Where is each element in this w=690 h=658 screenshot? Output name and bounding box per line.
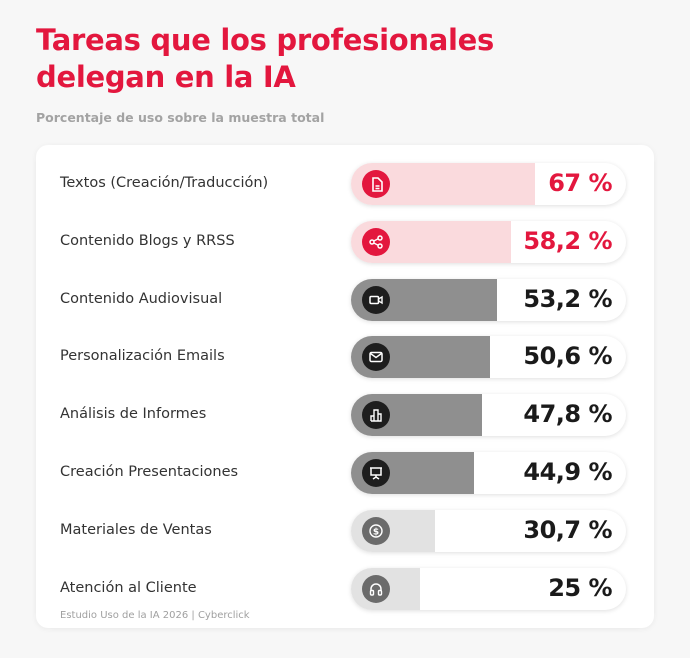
- bar-track: 67 %: [351, 163, 626, 205]
- svg-text:$: $: [373, 527, 379, 537]
- bar-track: 58,2 %: [351, 220, 626, 263]
- bar-row: Textos (Creación/Traducción) 67 %: [36, 163, 654, 205]
- bar-row: Materiales de Ventas $ 30,7 %: [36, 509, 654, 552]
- document-icon: [362, 170, 390, 198]
- value-label: 58,2 %: [523, 226, 612, 255]
- bar-track: $ 30,7 %: [351, 509, 626, 552]
- bar-track: 53,2 %: [351, 278, 626, 321]
- category-label: Contenido Blogs y RRSS: [60, 232, 235, 249]
- bar-row: Atención al Cliente 25 %: [36, 567, 654, 610]
- value-label: 25 %: [548, 573, 612, 602]
- value-label: 30,7 %: [523, 515, 612, 544]
- chart-subtitle: Porcentaje de uso sobre la muestra total: [36, 110, 325, 125]
- category-label: Contenido Audiovisual: [60, 290, 223, 307]
- category-label: Materiales de Ventas: [60, 521, 212, 538]
- presentation-icon: [362, 459, 390, 487]
- category-label: Personalización Emails: [60, 348, 225, 365]
- video-camera-icon: [362, 285, 390, 314]
- headphones-icon: [362, 574, 390, 603]
- chart-title: Tareas que los profesionales delegan en …: [36, 23, 494, 94]
- value-label: 67 %: [548, 169, 612, 197]
- share-icon: [362, 227, 390, 256]
- value-label: 50,6 %: [523, 342, 612, 371]
- value-label: 47,8 %: [523, 400, 612, 429]
- source-footer: Estudio Uso de la IA 2026 | Cyberclick: [60, 610, 250, 621]
- bar-track: 25 %: [351, 567, 626, 610]
- value-label: 53,2 %: [523, 284, 612, 313]
- bar-row: Creación Presentaciones 44,9 %: [36, 452, 654, 494]
- bar-row: Personalización Emails 50,6 %: [36, 336, 654, 379]
- bar-row: Análisis de Informes 47,8 %: [36, 394, 654, 437]
- bar-row: Contenido Audiovisual 53,2 %: [36, 278, 654, 321]
- dollar-coin-icon: $: [362, 516, 390, 545]
- value-label: 44,9 %: [523, 458, 612, 486]
- category-label: Atención al Cliente: [60, 579, 197, 596]
- bar-chart-icon: [362, 401, 390, 430]
- category-label: Análisis de Informes: [60, 406, 207, 423]
- bar-row: Contenido Blogs y RRSS 58,2 %: [36, 220, 654, 263]
- bar-track: 47,8 %: [351, 394, 626, 437]
- chart-card: Textos (Creación/Traducción) 67 % Conten…: [36, 145, 654, 628]
- category-label: Textos (Creación/Traducción): [60, 175, 269, 191]
- bar-track: 50,6 %: [351, 336, 626, 379]
- envelope-icon: [362, 343, 390, 372]
- bar-track: 44,9 %: [351, 452, 626, 494]
- category-label: Creación Presentaciones: [60, 464, 239, 480]
